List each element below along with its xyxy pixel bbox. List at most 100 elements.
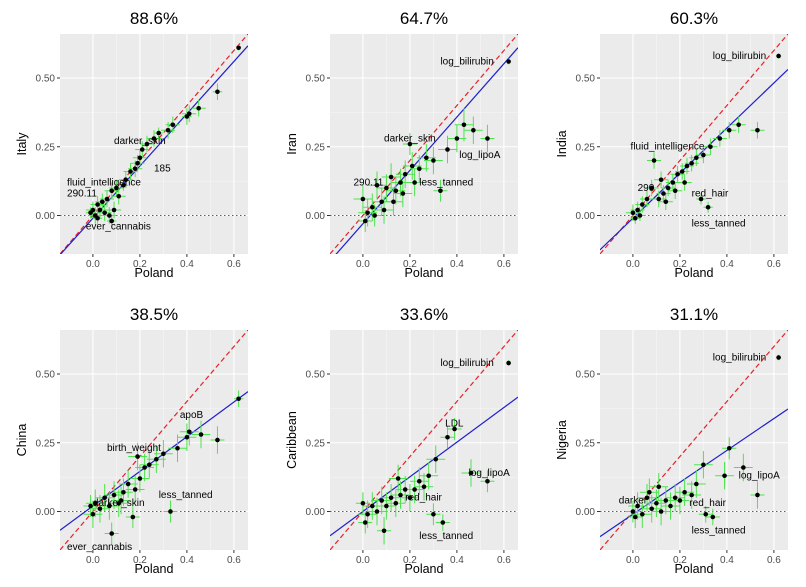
data-point <box>630 509 636 514</box>
panel-5: 33.6% log_bilirubin LDL log_lipoA red_hairl… <box>285 305 518 576</box>
data-point <box>471 127 476 133</box>
data-point <box>365 511 370 517</box>
data-point <box>656 196 662 202</box>
data-point <box>384 503 389 509</box>
regression-line <box>600 68 788 251</box>
data-point <box>461 122 467 128</box>
data-point <box>360 500 366 506</box>
x-tick-label: 0.4 <box>450 259 464 270</box>
y-ticks: 0.00 0.25 0.50 <box>576 370 600 518</box>
data-point <box>703 511 709 517</box>
data-point <box>644 196 650 202</box>
x-ticks: 0.0 0.2 0.4 0.6 <box>626 550 781 566</box>
y-tick-label: 0.00 <box>306 211 326 222</box>
point-annotation: red_hair <box>405 493 442 504</box>
x-ticks: 0.0 0.2 0.4 0.6 <box>86 550 241 566</box>
x-tick-label: 0.2 <box>133 555 147 566</box>
data-point <box>161 451 166 457</box>
data-point <box>114 185 119 191</box>
point-annotation: darker <box>619 495 648 506</box>
point-annotation: log_lipoA <box>739 471 780 482</box>
data-point <box>656 484 662 490</box>
data-point <box>710 514 716 520</box>
x-tick-label: 0.6 <box>227 259 241 270</box>
x-tick-label: 0.0 <box>86 259 100 270</box>
data-point <box>168 509 173 514</box>
x-tick-label: 0.6 <box>767 259 781 270</box>
data-point <box>362 520 368 525</box>
y-tick-label: 0.50 <box>36 370 56 381</box>
data-point <box>433 456 439 462</box>
point-annotation: 290 <box>638 183 655 194</box>
point-annotation: apoB <box>180 410 204 421</box>
data-point <box>670 180 676 185</box>
data-point <box>445 434 450 440</box>
x-tick-label: 0.4 <box>720 259 734 270</box>
x-axis-label: Poland <box>405 266 444 280</box>
x-axis-label: Poland <box>135 266 174 280</box>
y-axis-label: Nigeria <box>555 420 569 460</box>
data-point <box>393 188 399 194</box>
x-tick-label: 0.6 <box>227 555 241 566</box>
x-tick-label: 0.6 <box>497 555 511 566</box>
regression-line <box>335 47 518 254</box>
data-point <box>412 487 417 492</box>
data-point <box>111 492 117 498</box>
grid <box>330 34 518 254</box>
x-tick-label: 0.0 <box>626 259 640 270</box>
data-point <box>701 152 706 158</box>
data-point <box>630 210 636 216</box>
y-tick-label: 0.50 <box>306 74 326 85</box>
data-point <box>679 169 685 174</box>
data-point <box>741 465 746 470</box>
data-point <box>362 218 368 224</box>
data-point <box>184 434 190 440</box>
data-point <box>388 174 394 180</box>
data-point <box>142 465 147 470</box>
x-tick-label: 0.4 <box>720 555 734 566</box>
y-tick-label: 0.25 <box>306 142 326 153</box>
x-axis-label: Poland <box>675 266 714 280</box>
point-annotation: ever_cannabis <box>67 542 132 553</box>
data-point <box>717 136 723 141</box>
annotations: apoB birth_weight less_tanned darker_skinev… <box>67 410 213 553</box>
x-tick-label: 0.2 <box>133 259 147 270</box>
data-point <box>175 445 180 451</box>
x-tick-label: 0.4 <box>180 259 194 270</box>
data-point <box>170 122 176 128</box>
point-annotation: less_tanned <box>159 490 213 501</box>
data-point <box>398 180 403 185</box>
data-point <box>88 503 93 509</box>
data-point <box>381 207 387 213</box>
data-point <box>694 481 699 487</box>
x-axis-label: Poland <box>675 562 714 576</box>
data-point <box>649 506 654 512</box>
data-point <box>412 180 417 185</box>
point-annotation: log_lipoA <box>459 150 500 161</box>
data-point <box>97 506 103 512</box>
x-tick-label: 0.4 <box>180 555 194 566</box>
regression-line <box>330 396 518 537</box>
data-point <box>668 503 673 509</box>
y-tick-label: 0.25 <box>576 438 596 449</box>
data-point <box>384 185 389 191</box>
annotations: log_bilirubin fluid_intelligence 290 red_ha… <box>631 51 767 230</box>
y-ticks: 0.00 0.25 0.50 <box>306 74 330 222</box>
data-point <box>92 500 98 506</box>
data-point <box>111 207 117 213</box>
data-point <box>651 158 657 163</box>
y-ticks: 0.00 0.25 0.50 <box>36 74 60 222</box>
data-point <box>109 531 114 536</box>
data-point <box>381 528 387 534</box>
data-point <box>374 509 380 514</box>
data-point <box>107 503 112 509</box>
data-point <box>417 166 422 172</box>
data-point <box>421 484 427 490</box>
data-point <box>97 207 103 213</box>
data-point <box>156 130 161 136</box>
x-tick-label: 0.0 <box>86 555 100 566</box>
data-point <box>689 160 694 166</box>
data-point <box>379 199 385 205</box>
data-point <box>409 163 415 169</box>
data-point <box>184 114 190 119</box>
